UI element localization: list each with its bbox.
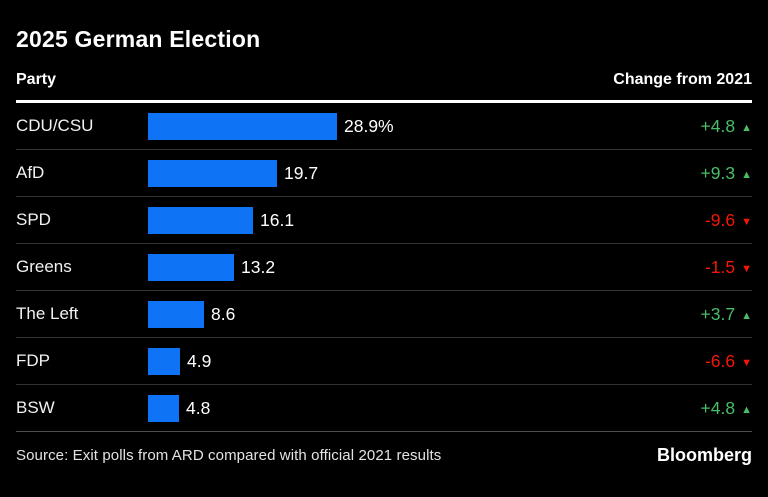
footer: Source: Exit polls from ARD compared wit… bbox=[16, 445, 752, 466]
change-value: +4.8 ▲ bbox=[700, 397, 752, 418]
table-row: Greens 13.2 -1.5 ▼ bbox=[16, 244, 752, 291]
table-row: FDP 4.9 -6.6 ▼ bbox=[16, 338, 752, 385]
change-value: -6.6 ▼ bbox=[704, 350, 752, 371]
table-body: CDU/CSU 28.9% +4.8 ▲ AfD 19.7 +9.3 ▲ SPD 16.1 -9.6… bbox=[16, 103, 752, 432]
party-label: BSW bbox=[16, 398, 55, 417]
change-value: +3.7 ▲ bbox=[700, 303, 752, 324]
change-value: +9.3 ▲ bbox=[700, 162, 752, 183]
column-header-party: Party bbox=[16, 71, 57, 88]
up-arrow-icon: ▲ bbox=[741, 403, 752, 416]
vote-share-value: 13.2 bbox=[241, 256, 276, 277]
vote-share-value: 28.9% bbox=[344, 115, 394, 136]
up-arrow-icon: ▲ bbox=[741, 121, 752, 134]
vote-share-bar bbox=[148, 394, 179, 422]
table-row: BSW 4.8 +4.8 ▲ bbox=[16, 385, 752, 432]
chart-title: 2025 German Election bbox=[16, 26, 261, 52]
vote-share-bar bbox=[148, 112, 337, 140]
vote-share-bar bbox=[148, 206, 253, 234]
change-value: -1.5 ▼ bbox=[704, 256, 752, 277]
table-row: CDU/CSU 28.9% +4.8 ▲ bbox=[16, 103, 752, 150]
table-row: The Left 8.6 +3.7 ▲ bbox=[16, 291, 752, 338]
vote-share-value: 8.6 bbox=[211, 303, 236, 324]
bloomberg-logo: Bloomberg bbox=[656, 445, 752, 465]
party-label: CDU/CSU bbox=[16, 116, 94, 135]
up-arrow-icon: ▲ bbox=[741, 168, 752, 181]
vote-share-bar bbox=[148, 159, 277, 187]
down-arrow-icon: ▼ bbox=[741, 262, 752, 275]
change-value: +4.8 ▲ bbox=[700, 115, 752, 136]
table-header: Party Change from 2021 bbox=[16, 71, 752, 103]
source-note: Source: Exit polls from ARD compared wit… bbox=[16, 447, 442, 464]
table-row: AfD 19.7 +9.3 ▲ bbox=[16, 150, 752, 197]
vote-share-value: 4.9 bbox=[187, 350, 212, 371]
vote-share-value: 4.8 bbox=[186, 397, 211, 418]
vote-share-value: 16.1 bbox=[260, 209, 295, 230]
vote-share-bar bbox=[148, 253, 234, 281]
vote-share-bar bbox=[148, 300, 204, 328]
change-value: -9.6 ▼ bbox=[704, 209, 752, 230]
up-arrow-icon: ▲ bbox=[741, 309, 752, 322]
down-arrow-icon: ▼ bbox=[741, 215, 752, 228]
party-label: FDP bbox=[16, 351, 50, 370]
vote-share-bar bbox=[148, 347, 180, 375]
party-label: The Left bbox=[16, 304, 79, 323]
party-label: Greens bbox=[16, 257, 72, 276]
down-arrow-icon: ▼ bbox=[741, 356, 752, 369]
party-label: AfD bbox=[16, 163, 45, 182]
vote-share-value: 19.7 bbox=[284, 162, 319, 183]
column-header-change: Change from 2021 bbox=[613, 71, 752, 88]
chart-panel: 2025 German Election Party Change from 2… bbox=[16, 26, 752, 466]
table-row: SPD 16.1 -9.6 ▼ bbox=[16, 197, 752, 244]
party-label: SPD bbox=[16, 210, 51, 229]
